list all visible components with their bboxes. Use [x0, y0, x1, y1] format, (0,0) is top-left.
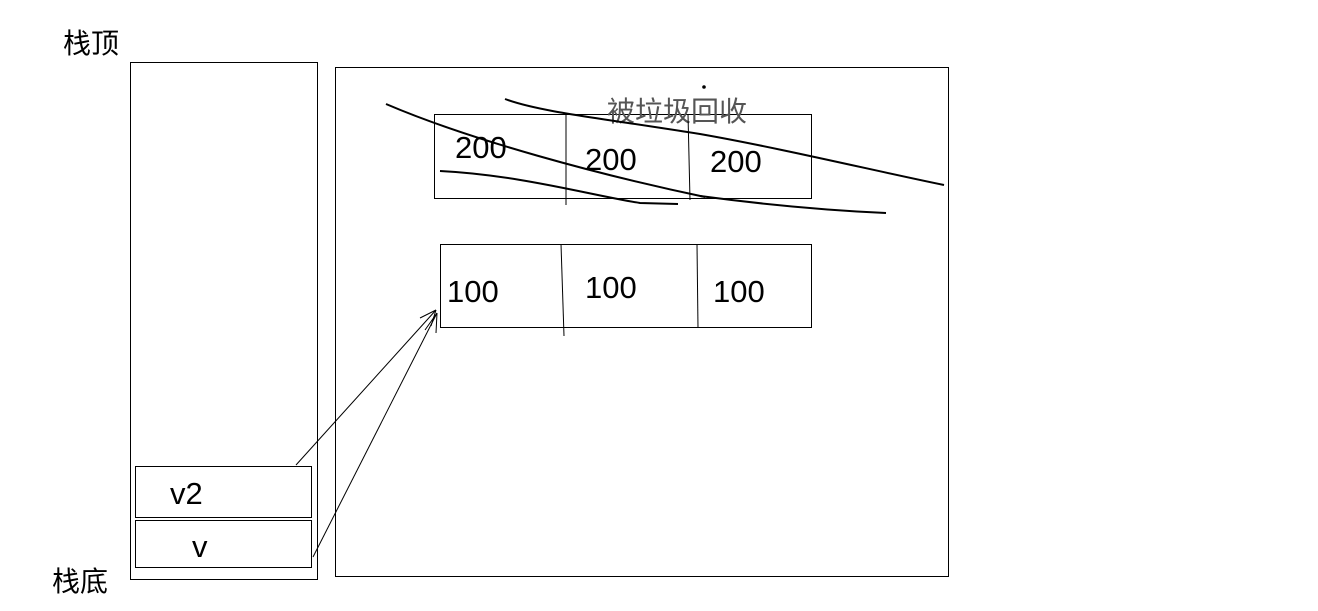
- live-array-divider: [696, 243, 699, 329]
- stack-slot-v: v: [135, 520, 312, 568]
- strike-line: [699, 195, 887, 214]
- live-array-cell: 100: [585, 270, 637, 305]
- collected-array-cell: 200: [710, 144, 762, 179]
- garbage-collected-label: 被垃圾回收: [607, 95, 748, 128]
- dot-mark: [702, 85, 706, 89]
- reference-arrow-v: [312, 312, 438, 558]
- collected-array-cell: 200: [585, 142, 637, 177]
- strike-line: [385, 103, 706, 198]
- collected-array-cell: 200: [455, 130, 507, 165]
- reference-arrow-v2: [295, 309, 437, 466]
- stack-variable-v2: v2: [170, 476, 203, 511]
- arrow-head: [424, 312, 438, 334]
- strike-line: [439, 170, 679, 205]
- stack-variable-v: v: [192, 529, 208, 564]
- live-array: [440, 244, 812, 328]
- stack-slot-v2: v2: [135, 466, 312, 518]
- live-array-cell: 100: [447, 274, 499, 309]
- collected-array-divider: [687, 113, 691, 201]
- heap-frame: [335, 67, 949, 577]
- stack-bottom-label: 栈底: [52, 565, 109, 598]
- stack-top-label: 栈顶: [63, 27, 120, 60]
- live-array-divider: [560, 243, 565, 337]
- stack-frame: [130, 62, 318, 580]
- strike-line: [504, 98, 945, 186]
- live-array-cell: 100: [713, 274, 765, 309]
